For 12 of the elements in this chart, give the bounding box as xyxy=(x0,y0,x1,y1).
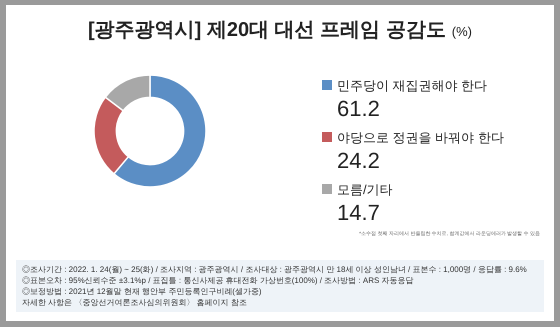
chart-title: [광주광역시] 제20대 대선 프레임 공감도 xyxy=(88,19,446,41)
legend-label: 민주당이 재집권해야 한다 xyxy=(337,78,488,93)
chart-subtitle: (%) xyxy=(452,24,472,39)
text: ◎표본오차 : 95%신뢰수준 ±3.1%p / 표집틀 : 통신사제공 휴대전화 가상번호(100%) / 조사방법 : ARS 자동응답 xyxy=(22,276,414,285)
text: 자세한 사항은 〈중앙선거여론조사심의위원회〉 홈페이지 참조 xyxy=(22,298,247,307)
legend-label: 야당으로 정권을 바꿔야 한다 xyxy=(337,130,504,145)
data-label: 14.7 xyxy=(337,200,380,225)
data-label: 24.2 xyxy=(337,148,380,173)
text: ◎보정방법 : 2021년 12월말 현재 행안부 주민등록인구비례(셀가중) xyxy=(22,287,262,296)
legend-label: 모름/기타 xyxy=(337,182,393,197)
text: ◎조사기간 : 2022. 1. 24(월) ~ 25(화) / 조사지역 : 광주광역시 / 조사대상 : 광주광역시 만 18세 이상 성인남녀 / 표본수 : 1,000명 / 응답률 : 9.6% xyxy=(22,265,527,274)
data-label: 61.2 xyxy=(337,96,380,121)
